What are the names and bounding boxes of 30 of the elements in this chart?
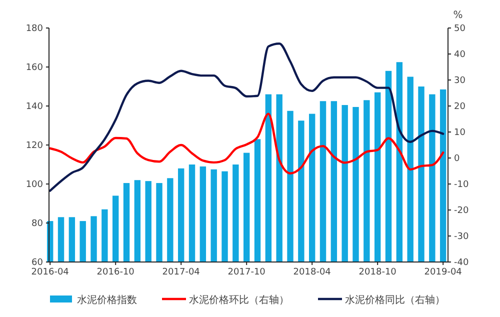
y2-tick-label: 30: [454, 76, 466, 86]
x-tick-label: 2016-10: [96, 267, 135, 278]
y-tick-label: 140: [26, 102, 44, 112]
y-tick-label: 60: [32, 258, 44, 268]
x-tick-label: 2019-04: [424, 267, 462, 278]
line-series: [48, 112, 444, 174]
y2-tick-label: 10: [454, 128, 466, 138]
x-tick-label: 2018-10: [358, 267, 397, 278]
y-tick-label: 180: [26, 24, 44, 34]
y-tick-label: 80: [32, 218, 44, 229]
line-series: [48, 42, 444, 192]
y2-tick-label: -30: [454, 232, 469, 242]
y2-tick-label: 40: [454, 50, 466, 60]
x-tick-label: 2017-04: [162, 267, 200, 278]
y2-tick-label: 0: [454, 154, 460, 164]
x-tick-label: 2017-10: [228, 267, 266, 278]
y-tick-label: 120: [26, 140, 44, 151]
y2-axis-title: %: [453, 10, 463, 21]
x-tick-label: 2018-04: [293, 267, 332, 278]
y2-tick-label: 20: [454, 102, 466, 112]
x-tick-label: 2016-04: [31, 267, 70, 278]
legend-label: 水泥价格环比（右轴）: [189, 294, 289, 306]
y-tick-label: 100: [26, 180, 44, 190]
y2-tick-label: -20: [454, 206, 469, 216]
legend-label: 水泥价格指数: [77, 294, 137, 306]
y2-tick-label: -10: [454, 180, 469, 190]
y-tick-label: 160: [26, 62, 44, 73]
y2-tick-label: -40: [454, 258, 469, 268]
legend-label: 水泥价格同比（右轴）: [345, 294, 445, 306]
y2-tick-label: 50: [454, 24, 466, 34]
